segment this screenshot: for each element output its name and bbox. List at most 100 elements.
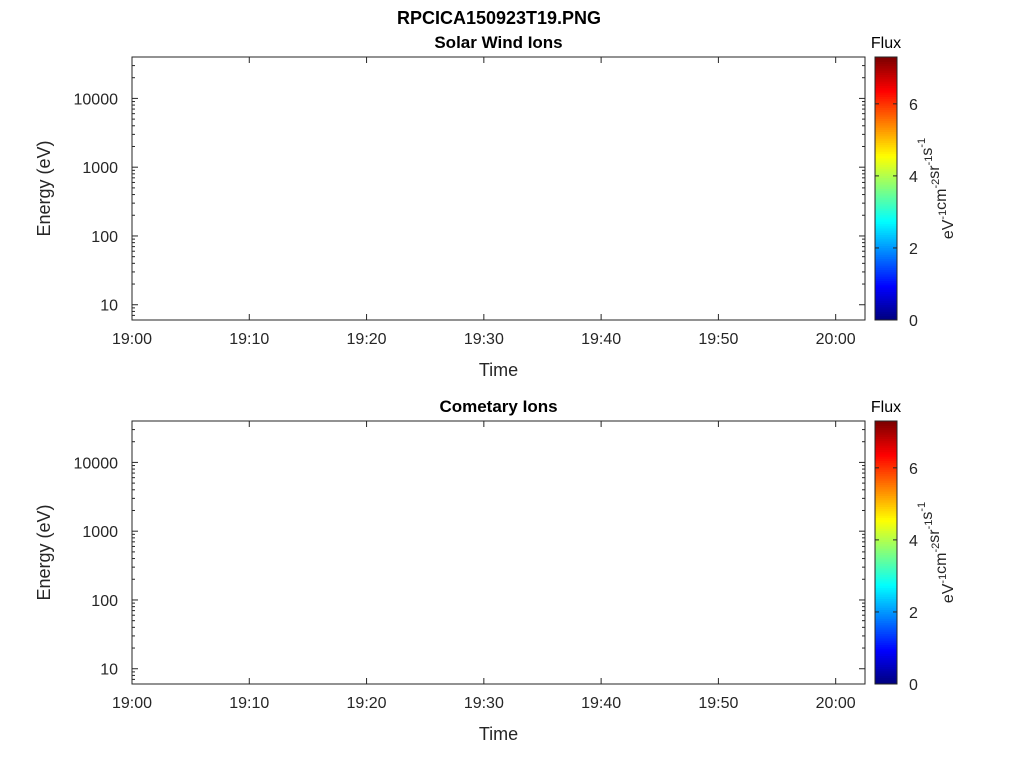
- colorbar-step: [875, 267, 897, 271]
- colorbar-step: [875, 149, 897, 152]
- x-tick-label: 19:20: [347, 331, 387, 348]
- panels: Solar Wind Ions 19:00 19:10 19:20 19:30 19:40…: [34, 33, 957, 744]
- colorbar-step: [875, 144, 897, 148]
- figure-filename-title: RPCICA150923T19.PNG: [397, 8, 601, 28]
- colorbar-step: [875, 214, 897, 218]
- colorbar-step: [875, 256, 897, 260]
- y-tick-label: 100: [91, 229, 118, 246]
- colorbar-step: [875, 300, 897, 303]
- x-tick-label: 20:00: [816, 331, 856, 348]
- colorbar-step: [875, 265, 897, 268]
- x-tick-label: 19:00: [112, 331, 152, 348]
- colorbar-step: [875, 72, 897, 76]
- colorbar-step: [875, 113, 897, 117]
- colorbar-step: [875, 98, 897, 102]
- colorbar-step: [875, 192, 897, 196]
- colorbar-step: [875, 164, 897, 168]
- colorbar: 0 2 4 6 Flux eV-1cm-2sr-1s-1: [871, 35, 957, 330]
- colorbar-step: [875, 127, 897, 130]
- colorbar-step: [875, 166, 897, 170]
- colorbar-step: [875, 89, 897, 93]
- colorbar-step: [875, 116, 897, 119]
- colorbar-tick-label: 0: [909, 313, 918, 330]
- y-tick-label: 1000: [82, 160, 118, 177]
- colorbar-step: [875, 298, 897, 301]
- colorbar-tick-label: 4: [909, 169, 918, 186]
- colorbar-step: [875, 142, 897, 146]
- colorbar-step: [875, 271, 897, 275]
- colorbar-step: [875, 243, 897, 246]
- colorbar-step: [875, 304, 897, 308]
- colorbar-step: [875, 83, 897, 86]
- colorbar-step: [875, 254, 897, 257]
- colorbar-step: [875, 282, 897, 286]
- colorbar-step: [875, 94, 897, 97]
- colorbar-step: [875, 203, 897, 207]
- colorbar-step: [875, 208, 897, 211]
- colorbar-step: [875, 236, 897, 240]
- colorbar-step: [875, 287, 897, 290]
- colorbar-step: [875, 120, 897, 124]
- colorbar-step: [875, 284, 897, 288]
- colorbar-step: [875, 63, 897, 67]
- colorbar-step: [875, 201, 897, 205]
- colorbar-step: [875, 223, 897, 227]
- colorbar-step: [875, 315, 897, 319]
- y-tick-label: 10: [100, 298, 118, 315]
- colorbar-step: [875, 173, 897, 176]
- x-axis-label: Time: [479, 360, 518, 380]
- colorbar-step: [875, 260, 897, 264]
- colorbar-frame: [874, 56, 898, 321]
- colorbar-step: [875, 221, 897, 225]
- colorbar-step: [875, 105, 897, 108]
- colorbar-step: [875, 276, 897, 279]
- colorbar-step: [875, 135, 897, 139]
- panel-title: Solar Wind Ions: [434, 33, 562, 52]
- colorbar-step: [875, 179, 897, 183]
- y-tick-label: 10000: [74, 91, 119, 108]
- colorbar-step: [875, 140, 897, 143]
- colorbar-step: [875, 311, 897, 314]
- colorbar-step: [875, 162, 897, 165]
- colorbar-step: [875, 92, 897, 95]
- colorbar-step: [875, 210, 897, 214]
- colorbar-step: [875, 313, 897, 317]
- colorbar-step: [875, 241, 897, 244]
- colorbar-step: [875, 109, 897, 113]
- colorbar-step: [875, 57, 897, 60]
- colorbar-step: [875, 227, 897, 231]
- colorbar-step: [875, 278, 897, 282]
- colorbar-step: [875, 186, 897, 189]
- colorbar-step: [875, 280, 897, 284]
- plot-area: [132, 421, 865, 684]
- colorbar-step: [875, 61, 897, 65]
- colorbar-step: [875, 188, 897, 192]
- x-tick-label: 19:30: [464, 331, 504, 348]
- colorbar-step: [875, 96, 897, 100]
- colorbar-step: [875, 238, 897, 242]
- colorbar-step: [875, 181, 897, 185]
- colorbar-step: [875, 249, 897, 253]
- panel-title: Cometary Ions: [439, 397, 557, 416]
- colorbar-step: [875, 258, 897, 262]
- colorbar-step: [875, 76, 897, 80]
- colorbar-unit-label: eV-1cm-2sr-1s-1: [916, 138, 957, 239]
- colorbar-step: [875, 118, 897, 122]
- colorbar-step: [875, 263, 897, 266]
- colorbar-step: [875, 199, 897, 203]
- panel-solar-wind-ions: Solar Wind Ions 19:00 19:10 19:20 19:30 19:40…: [34, 33, 957, 380]
- colorbar-step: [875, 133, 897, 137]
- colorbar-step: [875, 245, 897, 249]
- colorbar-step: [875, 78, 897, 82]
- colorbar-step: [875, 195, 897, 198]
- colorbar-tick-label: 2: [909, 241, 918, 258]
- colorbar-step: [875, 151, 897, 154]
- colorbar-step: [875, 160, 897, 163]
- colorbar-step: [875, 81, 897, 84]
- colorbar-step: [875, 65, 897, 69]
- colorbar-step: [875, 155, 897, 159]
- colorbar-step: [875, 293, 897, 297]
- colorbar-step: [875, 269, 897, 273]
- axes-frame: [131, 56, 866, 321]
